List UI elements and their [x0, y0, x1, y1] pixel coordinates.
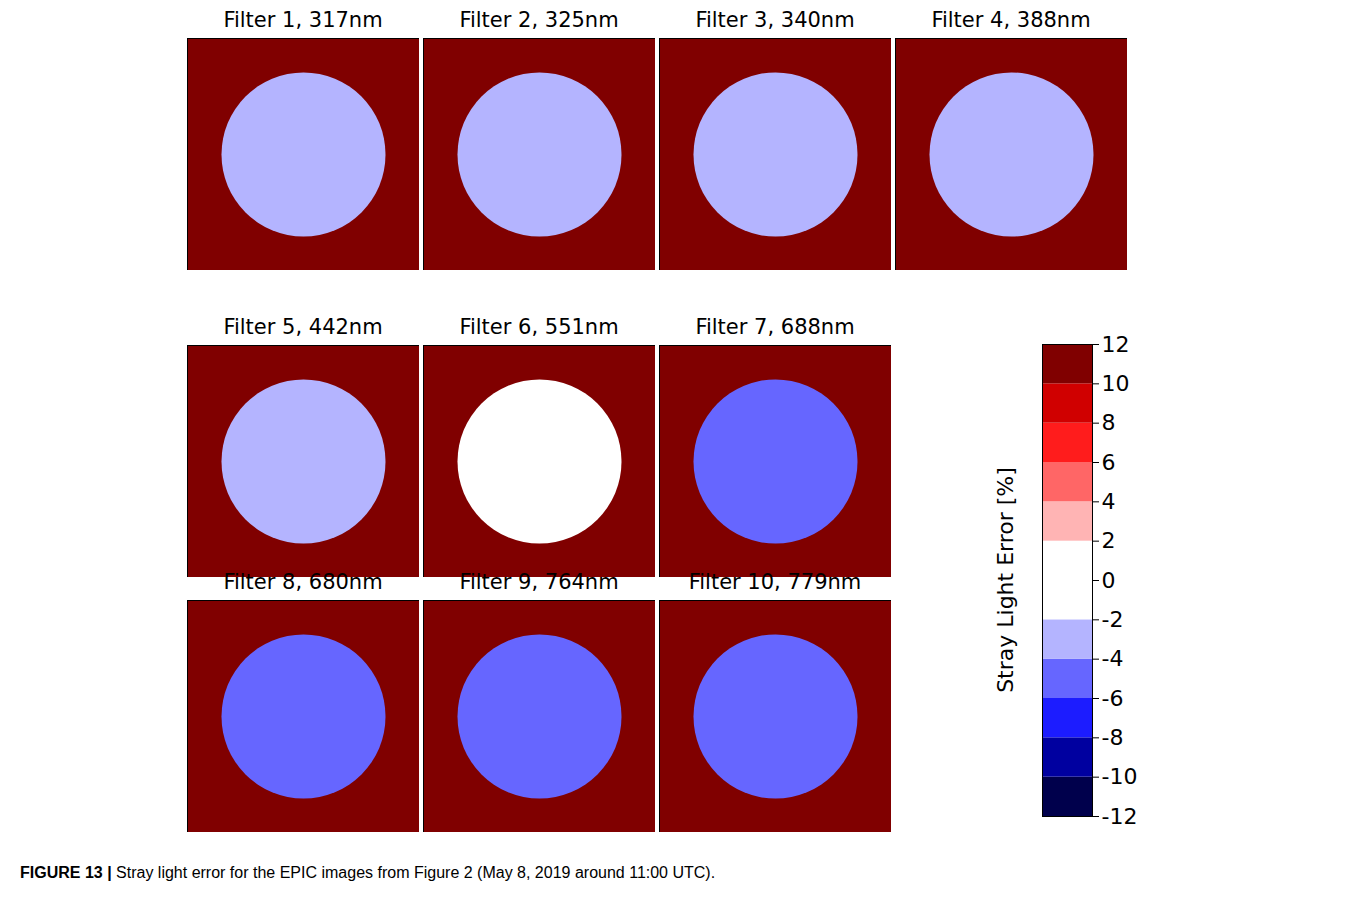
svg-text:4: 4 — [1102, 489, 1116, 514]
html-text:Filter 3, 340nm: Filter 3, 340nm — [695, 8, 855, 32]
svg-text:0: 0 — [1102, 568, 1116, 593]
svg-text:12: 12 — [1102, 332, 1130, 357]
html-text:Filter 7, 688nm: Filter 7, 688nm — [695, 315, 855, 339]
svg-text:-4: -4 — [1102, 646, 1124, 671]
html-text:Filter 10, 779nm: Filter 10, 779nm — [688, 570, 862, 594]
html-text:FIGURE 13 | Stray light error: FIGURE 13 | Stray light error for the EP… — [20, 864, 716, 881]
svg-text:-6: -6 — [1102, 686, 1124, 711]
html-text:Filter 2, 325nm: Filter 2, 325nm — [459, 8, 619, 32]
svg-text:10: 10 — [1102, 371, 1130, 396]
svg-text:8: 8 — [1102, 410, 1116, 435]
html-text:Stray Light Error [%]: Stray Light Error [%] — [992, 467, 1018, 693]
html-text:Filter 9, 764nm: Filter 9, 764nm — [459, 570, 619, 594]
svg-text:-8: -8 — [1102, 725, 1124, 750]
html-text:Filter 5, 442nm: Filter 5, 442nm — [223, 315, 383, 339]
html-text:Filter 1, 317nm: Filter 1, 317nm — [223, 8, 383, 32]
svg-text:-2: -2 — [1102, 607, 1124, 632]
html-text:Filter 8, 680nm: Filter 8, 680nm — [223, 570, 383, 594]
svg-text:6: 6 — [1102, 450, 1116, 475]
svg-text:2: 2 — [1102, 528, 1116, 553]
svg-text:-12: -12 — [1102, 804, 1138, 829]
svg-text:-10: -10 — [1102, 764, 1138, 789]
html-text:Filter 6, 551nm: Filter 6, 551nm — [459, 315, 619, 339]
html-text:Filter 4, 388nm: Filter 4, 388nm — [931, 8, 1091, 32]
